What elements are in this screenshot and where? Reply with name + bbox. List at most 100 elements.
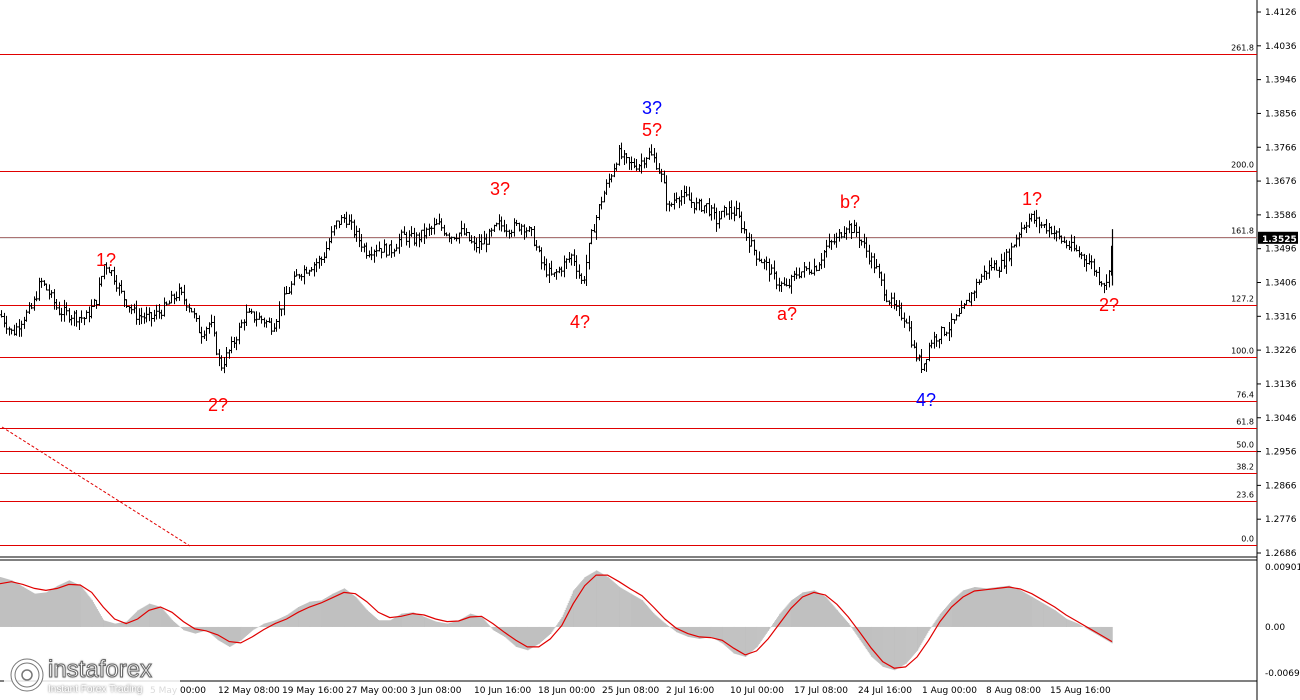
- wave-label: 2?: [208, 395, 228, 415]
- price-tick-label: 1.2956: [1265, 448, 1297, 458]
- macd-histogram-bar: [394, 617, 396, 627]
- macd-histogram-bar: [362, 605, 364, 627]
- macd-histogram-bar: [746, 626, 748, 657]
- macd-histogram-bar: [615, 584, 617, 627]
- macd-histogram-bar: [854, 626, 856, 633]
- macd-histogram-bar: [117, 623, 119, 627]
- macd-histogram-bar: [69, 580, 71, 627]
- macd-histogram-bar: [802, 592, 804, 627]
- macd-histogram-bar: [728, 626, 730, 649]
- macd-histogram-bar: [1034, 598, 1036, 627]
- macd-histogram-bar: [404, 613, 406, 627]
- macd-histogram-bar: [722, 626, 724, 644]
- macd-histogram-bar: [19, 585, 21, 627]
- macd-histogram-bar: [545, 626, 548, 638]
- macd-histogram-bar: [839, 613, 842, 627]
- macd-histogram-bar: [183, 626, 185, 631]
- macd-histogram-bar: [719, 626, 721, 643]
- macd-histogram-bar: [382, 620, 384, 627]
- macd-histogram-bar: [6, 578, 8, 627]
- macd-histogram-bar: [1021, 590, 1023, 627]
- macd-histogram-bar: [560, 619, 562, 627]
- macd-histogram-bar: [221, 626, 224, 643]
- macd-histogram-bar: [778, 615, 780, 627]
- macd-histogram-bar: [1057, 612, 1059, 627]
- macd-histogram-bar: [438, 622, 440, 627]
- macd-histogram-bar: [711, 626, 713, 638]
- macd-histogram-bar: [558, 621, 560, 627]
- macd-histogram-bar: [327, 596, 330, 627]
- macd-histogram-bar: [40, 592, 42, 627]
- macd-histogram-bar: [1098, 626, 1100, 636]
- macd-histogram-bar: [631, 594, 633, 627]
- macd-histogram-bar: [1069, 620, 1071, 627]
- macd-histogram-bar: [1073, 621, 1075, 627]
- macd-histogram-bar: [584, 577, 586, 627]
- macd-histogram-bar: [202, 626, 205, 632]
- macd-histogram-bar: [361, 603, 363, 627]
- macd-histogram-bar: [803, 592, 805, 627]
- macd-histogram-bar: [926, 626, 928, 635]
- macd-histogram-bar: [607, 577, 609, 627]
- macd-histogram-bar: [299, 606, 301, 627]
- macd-histogram-bar: [39, 593, 41, 627]
- macd-histogram-bar: [478, 615, 480, 627]
- macd-histogram-bar: [877, 626, 879, 663]
- macd-histogram-bar: [298, 606, 300, 627]
- macd-histogram-bar: [59, 584, 61, 627]
- macd-histogram-bar: [924, 626, 926, 639]
- last-price-marker: 1.3525: [1258, 231, 1298, 245]
- macd-histogram-bar: [494, 626, 497, 632]
- macd-histogram-bar: [381, 620, 383, 627]
- macd-histogram-bar: [261, 625, 263, 627]
- macd-histogram-bar: [600, 572, 602, 627]
- macd-histogram-bar: [245, 626, 247, 636]
- macd-histogram-bar: [876, 626, 878, 662]
- macd-histogram-bar: [337, 591, 339, 627]
- macd-histogram-bar: [322, 599, 325, 627]
- macd-histogram-bar: [1023, 592, 1025, 627]
- macd-histogram-bar: [390, 619, 392, 627]
- fib-level-label: 76.4: [1236, 391, 1254, 400]
- macd-histogram-bar: [214, 626, 216, 638]
- macd-histogram-bar: [855, 626, 857, 634]
- macd-histogram-bar: [157, 605, 159, 627]
- macd-histogram-bar: [482, 618, 484, 627]
- macd-histogram-bar: [376, 619, 379, 627]
- macd-histogram-bar: [318, 600, 320, 627]
- macd-histogram-bar: [1035, 599, 1037, 627]
- macd-histogram-bar: [509, 626, 511, 642]
- macd-histogram-bar: [936, 618, 938, 627]
- macd-histogram-bar: [518, 626, 521, 648]
- macd-histogram-bar: [516, 626, 519, 648]
- macd-histogram-bar: [143, 606, 145, 627]
- macd-histogram-bar: [1076, 623, 1078, 627]
- time-tick-label: 10 Jun 16:00: [474, 686, 531, 696]
- macd-histogram-bar: [935, 620, 937, 627]
- macd-histogram-bar: [31, 592, 34, 627]
- macd-histogram-bar: [324, 598, 327, 627]
- macd-histogram-bar: [716, 626, 718, 641]
- macd-histogram-bar: [997, 587, 999, 627]
- macd-histogram-bar: [17, 583, 19, 627]
- macd-histogram-bar: [869, 626, 871, 655]
- macd-histogram-bar: [987, 588, 990, 627]
- macd-histogram-bar: [283, 616, 285, 627]
- time-tick-label: 10 Jul 00:00: [730, 686, 784, 696]
- macd-histogram-bar: [334, 592, 336, 627]
- macd-histogram-bar: [633, 595, 635, 627]
- macd-histogram-bar: [250, 626, 252, 632]
- macd-histogram-bar: [92, 602, 94, 627]
- macd-histogram-bar: [241, 626, 243, 640]
- macd-histogram-bar: [96, 609, 98, 627]
- macd-histogram-bar: [542, 626, 545, 641]
- macd-histogram-bar: [867, 626, 869, 652]
- macd-histogram-bar: [908, 626, 910, 661]
- macd-histogram-bar: [172, 621, 175, 627]
- macd-histogram-bar: [517, 626, 520, 648]
- macd-histogram-bar: [372, 615, 375, 627]
- macd-histogram-bar: [826, 598, 828, 627]
- macd-histogram-bar: [709, 626, 711, 638]
- macd-histogram-bar: [830, 602, 832, 627]
- macd-histogram-bar: [480, 616, 482, 627]
